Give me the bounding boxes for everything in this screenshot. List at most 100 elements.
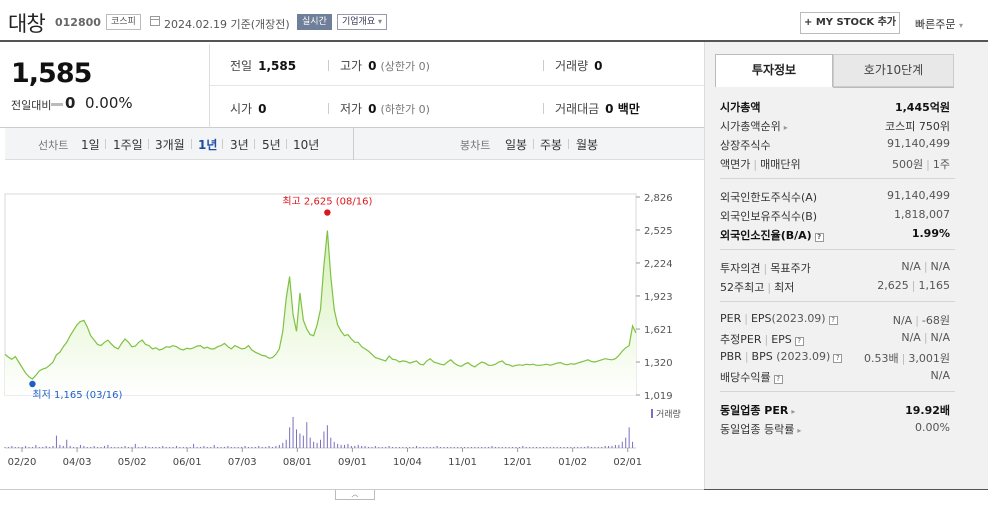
- volume-bar: [340, 444, 342, 448]
- volume-bar: [419, 446, 421, 448]
- sector-rate-link[interactable]: 동일업종 등락률 ▸: [720, 421, 801, 437]
- volume-bar: [254, 446, 256, 448]
- volume-bar: [354, 445, 356, 448]
- volume-bar: [141, 446, 143, 448]
- realtime-button[interactable]: 실시간: [297, 14, 332, 30]
- target-value: N/A: [930, 260, 950, 273]
- tab-hoga-10[interactable]: 호가10단계: [833, 54, 954, 87]
- chart-collapse-button[interactable]: ︿: [335, 490, 375, 500]
- bps-value: 3,001원: [908, 352, 950, 365]
- volume-bar: [100, 446, 102, 448]
- sector-per-link[interactable]: 동일업종 PER ▸: [720, 402, 795, 418]
- volume-bar: [189, 446, 191, 448]
- quick-order-dropdown[interactable]: 빠른주문 ▾: [915, 16, 963, 32]
- volume-bar: [217, 446, 219, 448]
- volume-bar: [361, 445, 363, 448]
- volume-bar: [4, 446, 6, 448]
- period-1d[interactable]: 1일: [81, 138, 100, 152]
- quick-order-label: 빠른주문: [915, 18, 956, 31]
- group-divider: [720, 391, 955, 392]
- y-tick-label: 2,525: [644, 226, 673, 237]
- price-chart[interactable]: 2,826 2,525 2,224 1,923 1,621 1,320 1,019 최고 2,…: [0, 162, 704, 490]
- help-icon[interactable]: ?: [833, 354, 843, 363]
- volume-bar: [299, 433, 301, 448]
- tab-invest-info[interactable]: 투자정보: [715, 54, 833, 87]
- volume-bar: [477, 446, 479, 448]
- volume-bar: [608, 445, 610, 448]
- help-icon[interactable]: ?: [773, 375, 783, 384]
- info-tabs: 투자정보 호가10단계: [715, 54, 955, 87]
- est-per-label: 추정PER: [720, 333, 762, 346]
- low-marker: [29, 380, 36, 388]
- period-1y[interactable]: 1년: [198, 138, 218, 152]
- period-10y[interactable]: 10년: [293, 138, 320, 152]
- volume-bar: [210, 446, 212, 448]
- volume-bar: [573, 446, 575, 448]
- x-tick-label: 05/02: [118, 457, 147, 468]
- add-mystock-button[interactable]: + MY STOCK 추가: [800, 12, 900, 34]
- current-price-box: 1,585 전일대비 0 0.00%: [0, 44, 210, 128]
- volume-bar: [162, 445, 164, 448]
- sector-per-row: 동일업종 PER ▸ 19.92배: [720, 400, 950, 418]
- period-5y[interactable]: 5년: [262, 138, 281, 152]
- volume-bar: [172, 446, 174, 448]
- stock-code: 012800: [55, 16, 101, 29]
- volume-bar: [364, 445, 366, 448]
- market-cap-value: 1,445억원: [894, 101, 950, 114]
- market-cap-rank-link[interactable]: 시가총액순위 ▸: [720, 118, 788, 134]
- divider: [328, 60, 329, 71]
- volume-bar: [295, 429, 297, 448]
- volume-bar: [169, 446, 171, 448]
- volume-bar: [563, 446, 565, 448]
- help-icon[interactable]: ?: [828, 316, 838, 325]
- pbr-bps-values: 0.53배 | 3,001원: [864, 350, 950, 366]
- volume-label: 거래량: [555, 59, 589, 73]
- help-icon[interactable]: ?: [794, 337, 804, 346]
- help-icon[interactable]: ?: [814, 233, 824, 242]
- foreign-limit-row: 외국인한도주식수(A) 91,140,499: [720, 187, 950, 205]
- divider: [568, 139, 569, 149]
- price-area: [5, 230, 636, 395]
- volume-bar: [350, 445, 352, 448]
- high-value: 0: [368, 59, 377, 73]
- high-marker: [324, 209, 331, 216]
- volume-bar: [258, 445, 260, 448]
- volume-bar: [546, 446, 548, 448]
- volume-bar: [498, 446, 500, 448]
- foreign-limit-label: 외국인한도주식수(A): [720, 191, 818, 204]
- volume-bar: [261, 446, 263, 448]
- volume-bar: [484, 446, 486, 448]
- divider: [222, 139, 223, 149]
- candle-weekly[interactable]: 주봉: [540, 138, 563, 152]
- candle-monthly[interactable]: 월봉: [576, 138, 599, 152]
- volume-bar: [580, 446, 582, 448]
- add-mystock-label: MY STOCK 추가: [815, 17, 897, 28]
- volume-bar: [628, 427, 630, 448]
- divider: [286, 139, 287, 149]
- shares-value: 91,140,499: [887, 137, 950, 150]
- period-1w[interactable]: 1주일: [113, 138, 143, 152]
- period-3m[interactable]: 3개월: [155, 138, 185, 152]
- volume-bar: [285, 439, 287, 448]
- volume-bar: [385, 446, 387, 448]
- volume-bar: [618, 444, 620, 448]
- stock-name: 대창: [8, 12, 46, 36]
- divider: |: [753, 158, 758, 171]
- volume-bar: [556, 446, 558, 448]
- y-tick-label: 2,826: [644, 193, 673, 204]
- lower-limit: (하한가 0): [380, 103, 430, 116]
- high-price: 고가 0 (상한가 0): [340, 57, 430, 74]
- volume-bar: [433, 446, 435, 448]
- period-3y[interactable]: 3년: [230, 138, 249, 152]
- candle-daily[interactable]: 일봉: [505, 138, 528, 152]
- divider: |: [923, 260, 928, 273]
- company-info-dropdown[interactable]: 기업개요 ▾: [337, 14, 388, 30]
- y-tick-label: 1,621: [644, 325, 673, 336]
- high-label: 고가: [340, 59, 363, 73]
- divider: |: [744, 312, 748, 325]
- dividend-value: N/A: [930, 369, 950, 382]
- volume-bar: [110, 446, 112, 448]
- volume-legend-swatch: [651, 409, 653, 418]
- divider: [328, 103, 329, 114]
- volume-bar: [223, 446, 225, 448]
